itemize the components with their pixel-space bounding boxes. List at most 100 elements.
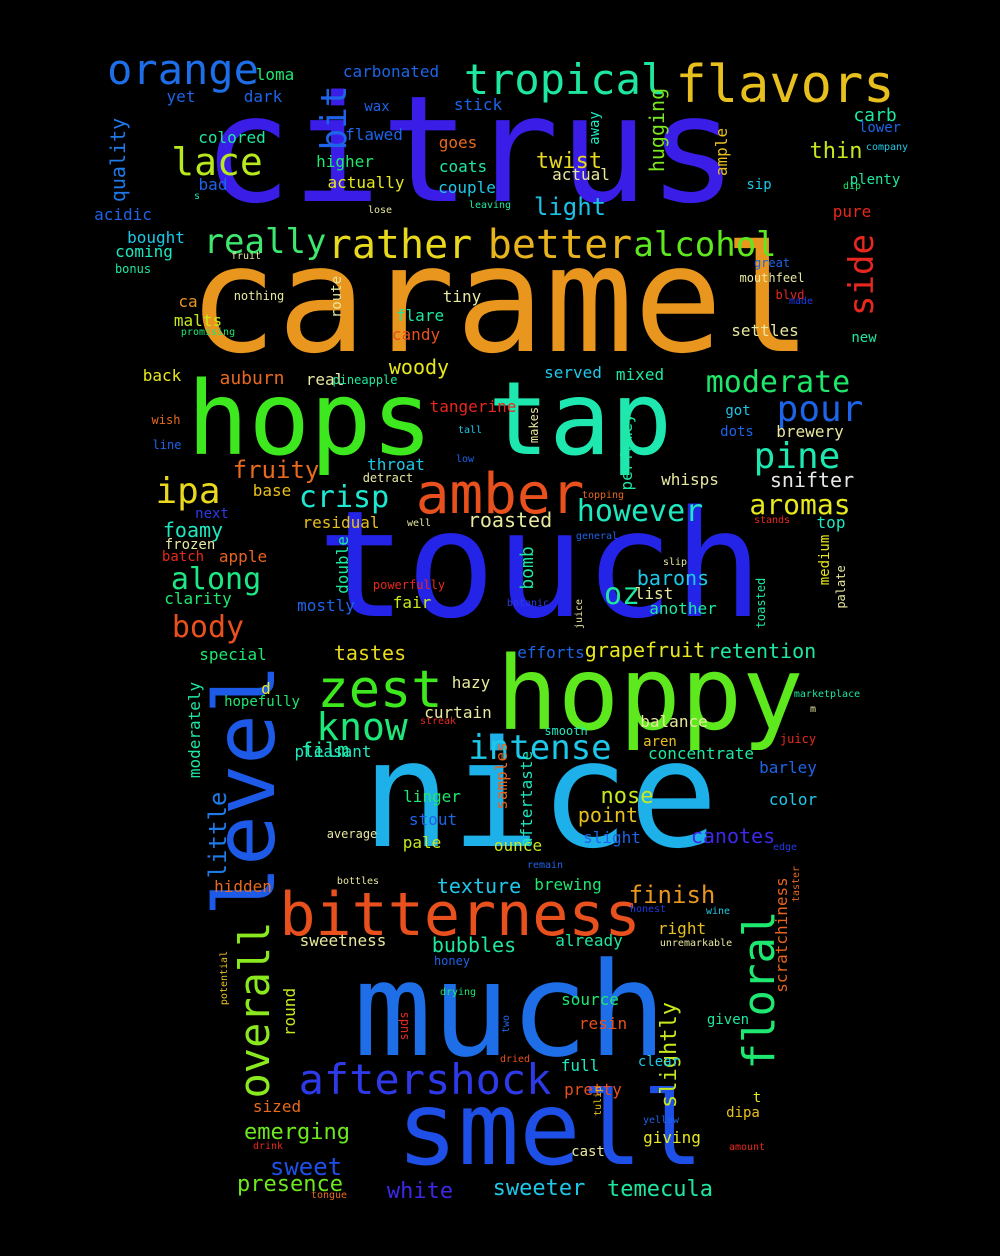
cloud-word: brewery xyxy=(776,422,844,441)
cloud-word: bubbles xyxy=(431,933,517,957)
cloud-word: mostly xyxy=(297,596,355,615)
cloud-word: little xyxy=(204,791,232,879)
cloud-word: canotes xyxy=(690,824,776,848)
cloud-word: slight xyxy=(583,828,641,847)
cloud-word: bitterness xyxy=(279,880,641,950)
cloud-word: topping xyxy=(581,490,625,501)
cloud-word: list xyxy=(634,584,674,603)
cloud-word: hazy xyxy=(451,673,491,692)
cloud-word: carbonated xyxy=(342,62,440,81)
cloud-word: low xyxy=(455,454,475,465)
cloud-word: right xyxy=(657,919,707,938)
cloud-word: color xyxy=(768,790,818,809)
cloud-word: powerfully xyxy=(372,578,446,592)
cloud-word: drink xyxy=(252,1141,284,1152)
cloud-word: smell xyxy=(396,1070,704,1189)
cloud-word: presence xyxy=(237,1172,343,1197)
cloud-word: pineapple xyxy=(332,373,398,387)
cloud-word: ipa xyxy=(155,471,221,512)
cloud-word: tongue xyxy=(310,1190,348,1201)
cloud-word: tastes xyxy=(333,641,407,665)
cloud-word: throat xyxy=(367,455,425,474)
cloud-word: yet xyxy=(166,87,196,106)
cloud-word: body xyxy=(171,610,245,645)
cloud-word: temecula xyxy=(607,1177,713,1202)
cloud-word: grapefruit xyxy=(584,638,706,662)
cloud-word: special xyxy=(199,645,267,664)
cloud-word: remain xyxy=(526,860,564,871)
cloud-word: zest xyxy=(317,660,443,720)
cloud-word: clear xyxy=(637,1054,681,1070)
cloud-word: makes xyxy=(527,406,541,444)
cloud-word: bomb xyxy=(517,546,538,590)
cloud-word: flare xyxy=(395,306,445,325)
cloud-word: real xyxy=(305,370,345,389)
cloud-word: sweeter xyxy=(492,1176,586,1201)
cloud-word: another xyxy=(649,599,717,618)
cloud-word: hops xyxy=(187,360,433,479)
cloud-word: barons xyxy=(636,566,710,590)
cloud-word: tall xyxy=(457,425,483,436)
cloud-word: s xyxy=(193,191,201,202)
cloud-word: made xyxy=(788,296,814,307)
cloud-word: tropical xyxy=(463,55,667,104)
cloud-word: potential xyxy=(219,950,230,1006)
cloud-word: new xyxy=(851,330,877,346)
cloud-word: flawed xyxy=(345,125,403,144)
cloud-word: giving xyxy=(643,1128,701,1147)
cloud-word: fruit xyxy=(230,251,262,262)
cloud-word: hidden xyxy=(214,877,272,896)
cloud-word: emerging xyxy=(244,1120,350,1145)
cloud-word: barley xyxy=(759,758,817,777)
cloud-word: flavors xyxy=(675,55,895,115)
cloud-word: residual xyxy=(302,513,380,532)
cloud-word: fair xyxy=(392,593,432,612)
cloud-word: bought xyxy=(127,228,185,247)
cloud-word: foamy xyxy=(162,518,224,542)
cloud-word: ounce xyxy=(493,836,543,855)
cloud-word: given xyxy=(706,1012,750,1028)
cloud-word: touch xyxy=(317,479,763,651)
cloud-word: taster xyxy=(791,865,802,903)
cloud-word: samples xyxy=(492,742,511,810)
cloud-word: white xyxy=(386,1179,454,1204)
cloud-word: mixed xyxy=(615,365,665,384)
cloud-word: away xyxy=(587,111,603,145)
cloud-word: texture xyxy=(436,874,522,898)
cloud-word: roasted xyxy=(467,508,553,532)
cloud-word: oz xyxy=(603,577,641,612)
cloud-word: aromas xyxy=(749,488,851,521)
cloud-word: wine xyxy=(705,906,731,917)
cloud-word: pine xyxy=(753,436,841,477)
cloud-word: dark xyxy=(243,87,283,106)
cloud-word: really xyxy=(203,222,327,262)
cloud-word: rather xyxy=(327,222,473,268)
cloud-word: pale xyxy=(402,833,442,852)
cloud-word: smooth xyxy=(544,724,588,738)
cloud-word: clarity xyxy=(164,589,232,608)
cloud-word: tap xyxy=(487,360,673,479)
cloud-word: got xyxy=(725,403,751,419)
cloud-word: candy xyxy=(391,325,441,344)
cloud-word: cast xyxy=(571,1144,605,1160)
cloud-word: served xyxy=(544,363,602,382)
cloud-word: honest xyxy=(629,904,667,915)
cloud-word: general xyxy=(575,531,619,542)
cloud-word: loma xyxy=(255,65,295,84)
cloud-word: fruity xyxy=(232,456,320,484)
cloud-word: promising xyxy=(180,327,236,338)
cloud-word: yellow xyxy=(642,1115,680,1126)
cloud-word: efforts xyxy=(517,643,585,662)
cloud-word: already xyxy=(555,931,623,950)
cloud-word: blvd xyxy=(775,288,805,302)
cloud-word: bad xyxy=(198,175,228,194)
cloud-word: stick xyxy=(453,95,503,114)
cloud-word: coming xyxy=(115,242,173,261)
cloud-word: tangerine xyxy=(429,397,517,416)
cloud-word: along xyxy=(170,562,262,597)
cloud-word: carb xyxy=(853,105,897,126)
cloud-word: malts xyxy=(173,311,223,330)
cloud-word: well xyxy=(406,518,432,529)
cloud-word: dip xyxy=(842,181,862,192)
cloud-word: sip xyxy=(746,177,772,193)
